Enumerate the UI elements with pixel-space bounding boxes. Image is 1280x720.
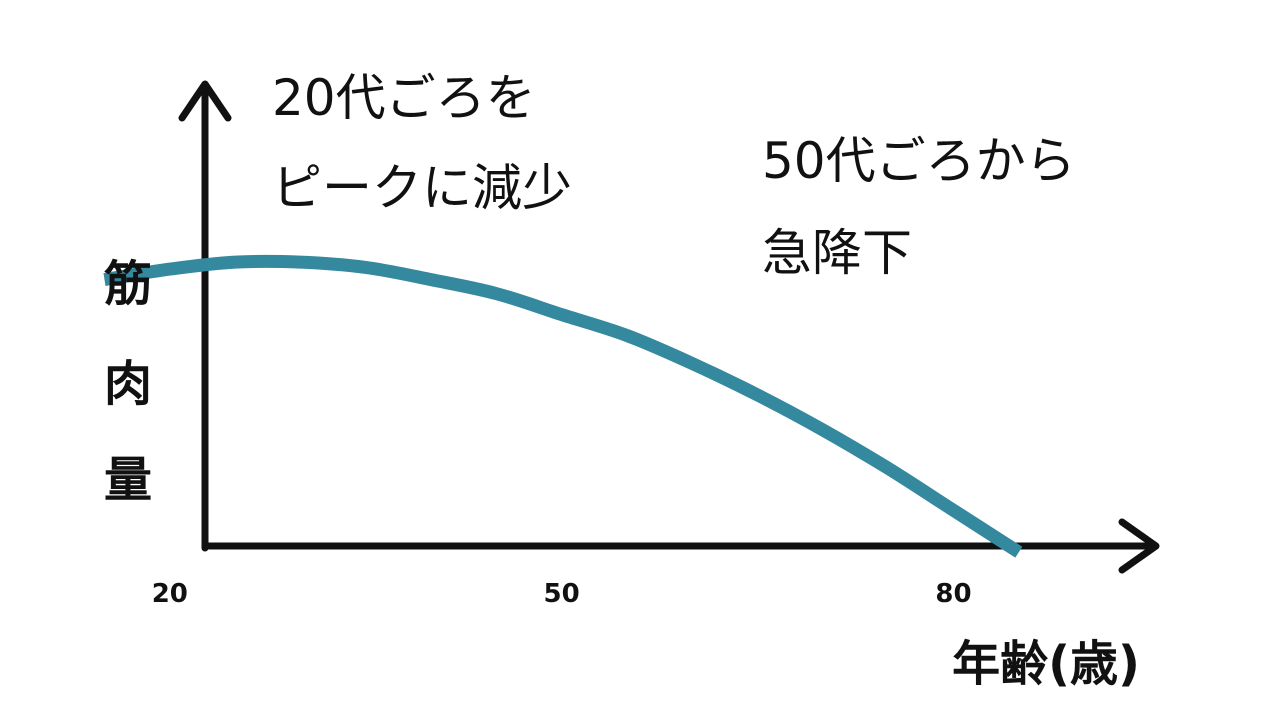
x-axis-title: 年齢(歳): [952, 636, 1140, 692]
x-axis-arrowhead: [1118, 518, 1160, 574]
y-axis-title: 筋 肉 量: [104, 256, 152, 508]
series-layer: [103, 254, 1023, 558]
y-axis-title-char-1: 筋: [104, 256, 152, 312]
axes: [178, 80, 1160, 574]
y-axis-arrowhead: [178, 80, 232, 122]
y-axis-title-char-3: 量: [104, 452, 152, 508]
series-line-1: [103, 254, 1023, 558]
annotation-decline: 50代ごろから 急降下: [762, 132, 1076, 282]
annotation-decline-line-2: 急降下: [762, 224, 912, 282]
x-tick-label-80: 80: [935, 579, 971, 609]
annotation-peak: 20代ごろを ピークに減少: [272, 69, 572, 217]
annotation-peak-line-1: 20代ごろを: [272, 69, 536, 127]
x-tick-label-20: 20: [152, 579, 188, 609]
annotation-decline-line-1: 50代ごろから: [762, 132, 1076, 190]
y-axis-title-char-2: 肉: [104, 356, 152, 412]
annotation-peak-line-2: ピークに減少: [272, 159, 572, 217]
x-tick-labels: 20 50 80: [152, 579, 972, 609]
x-tick-label-50: 50: [544, 579, 580, 609]
